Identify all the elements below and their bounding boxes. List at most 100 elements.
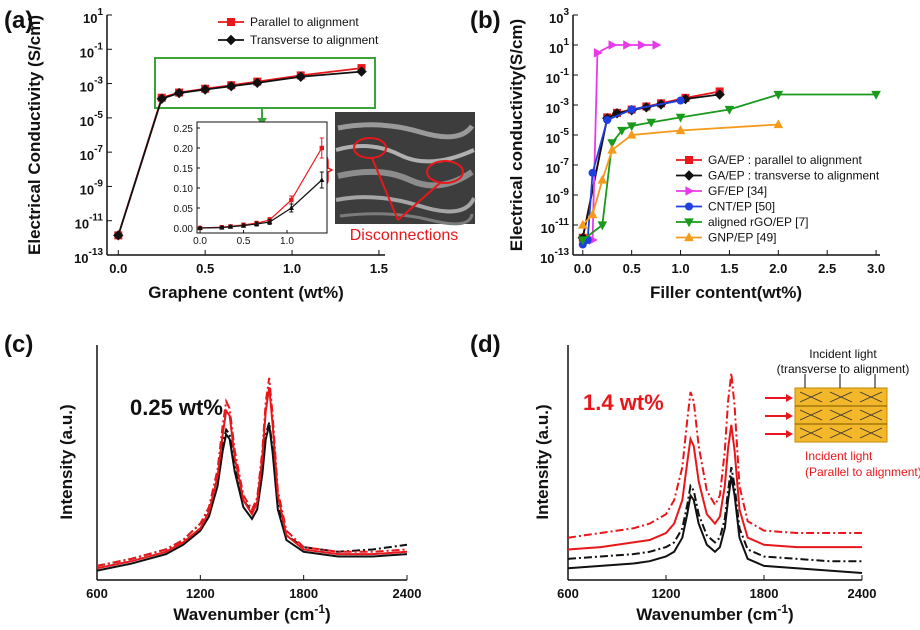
marker [684, 218, 694, 228]
x-tick-label: 2400 [393, 586, 422, 601]
y-axis-label: Electrical conductivity(S/cm) [507, 19, 526, 251]
y-tick-label: 10-7 [80, 144, 104, 163]
y-tick-label: 10-3 [80, 76, 104, 95]
panel-label: (b) [470, 7, 501, 34]
tick-base: 10 [546, 131, 560, 146]
x-tick-label: 600 [557, 586, 579, 601]
diagram [765, 374, 888, 443]
marker [683, 170, 695, 181]
y-tick-label: 0.00 [174, 224, 194, 235]
diagram-label: Incident light [809, 347, 877, 361]
marker [685, 202, 693, 211]
marker [587, 209, 598, 219]
y-tick-label: 10-11 [541, 217, 570, 236]
x-tick-label: 600 [86, 586, 108, 601]
marker [684, 232, 694, 242]
marker [626, 129, 637, 139]
annotation: Disconnections [350, 227, 459, 244]
marker [266, 219, 273, 224]
legend-label: GA/EP : transverse to alignment [708, 169, 880, 183]
spectrum-line [567, 424, 862, 551]
marker [356, 66, 367, 77]
marker [627, 105, 636, 114]
tick-exponent: -1 [560, 67, 569, 78]
tick-exponent: 1 [563, 37, 569, 48]
marker [173, 87, 185, 99]
legend-label: GNP/EP [49] [708, 231, 776, 245]
tick-exponent: 3 [563, 7, 569, 18]
tick-base: 10 [80, 182, 94, 197]
label-sup: -1 [314, 602, 325, 616]
y-axis-label: Intensity (a.u.) [57, 404, 76, 519]
y-tick-label: 0.05 [174, 204, 194, 215]
y-tick-label: 10-1 [80, 41, 104, 60]
x-tick-label: 2400 [848, 586, 877, 601]
tick-base: 10 [80, 80, 94, 95]
y-tick-label: 10-9 [546, 187, 570, 206]
marker [227, 223, 234, 229]
x-tick-label: 1.0 [280, 236, 294, 247]
tick-base: 10 [80, 148, 94, 163]
label-sup: -1 [777, 602, 788, 616]
annotation: 0.25 wt% [130, 395, 223, 420]
panel-label: (c) [4, 331, 33, 358]
tick-exponent: -13 [555, 247, 570, 258]
marker [226, 81, 237, 92]
x-axis-label: Filler content(wt%) [650, 283, 802, 302]
marker [199, 84, 211, 95]
marker [225, 34, 237, 46]
y-tick-label: 10-9 [80, 178, 104, 197]
x-tick-label: 1200 [652, 586, 681, 601]
y-tick-label: 0.20 [174, 144, 194, 155]
marker [253, 221, 260, 226]
y-tick-label: 0.10 [174, 184, 194, 195]
y-axis-label: Electrical Conductivity (S/cm) [25, 15, 44, 255]
label-part: Wavenumber (cm [173, 605, 314, 624]
x-axis-label: Wavenumber (cm-1) [173, 602, 330, 624]
tick-base: 10 [546, 161, 560, 176]
marker [577, 219, 588, 229]
tick-base: 10 [546, 101, 560, 116]
marker [588, 235, 598, 245]
marker [773, 90, 784, 100]
marker [240, 222, 247, 228]
spectrum-line [96, 377, 408, 567]
marker [593, 48, 603, 58]
series-line [582, 93, 877, 241]
marker [608, 40, 618, 50]
x-tick-label: 0.5 [237, 236, 251, 247]
tick-exponent: -9 [560, 187, 569, 198]
tick-base: 10 [549, 41, 563, 56]
y-tick-label: 10-1 [546, 67, 570, 86]
tick-exponent: -1 [94, 41, 103, 52]
highlight-box [154, 57, 376, 109]
tick-exponent: -3 [560, 97, 569, 108]
y-tick-label: 10-13 [540, 247, 569, 266]
marker [871, 90, 881, 100]
spectrum-line [567, 467, 862, 563]
tick-exponent: -7 [560, 157, 569, 168]
x-tick-label: 1.5 [720, 261, 738, 276]
legend-label: CNT/EP [50] [708, 200, 775, 214]
marker [676, 96, 685, 105]
marker [113, 230, 124, 241]
series-line [582, 99, 681, 246]
marker [680, 93, 691, 105]
legend-label: aligned rGO/EP [7] [708, 215, 809, 229]
x-tick-label: 1.0 [672, 261, 690, 276]
marker [611, 108, 623, 119]
marker [156, 93, 167, 104]
spectrum-line [567, 373, 862, 539]
marker [289, 197, 294, 203]
tick-base: 10 [83, 11, 97, 26]
marker [623, 40, 632, 50]
y-tick-label: 101 [83, 7, 103, 26]
marker [724, 105, 735, 115]
marker [607, 139, 617, 149]
x-tick-label: 0.0 [193, 236, 207, 247]
tick-exponent: -13 [89, 247, 104, 258]
label-part: Wavenumber (cm [636, 605, 777, 624]
y-axis-label: Intensity (a.u.) [533, 404, 552, 519]
marker [295, 71, 306, 82]
